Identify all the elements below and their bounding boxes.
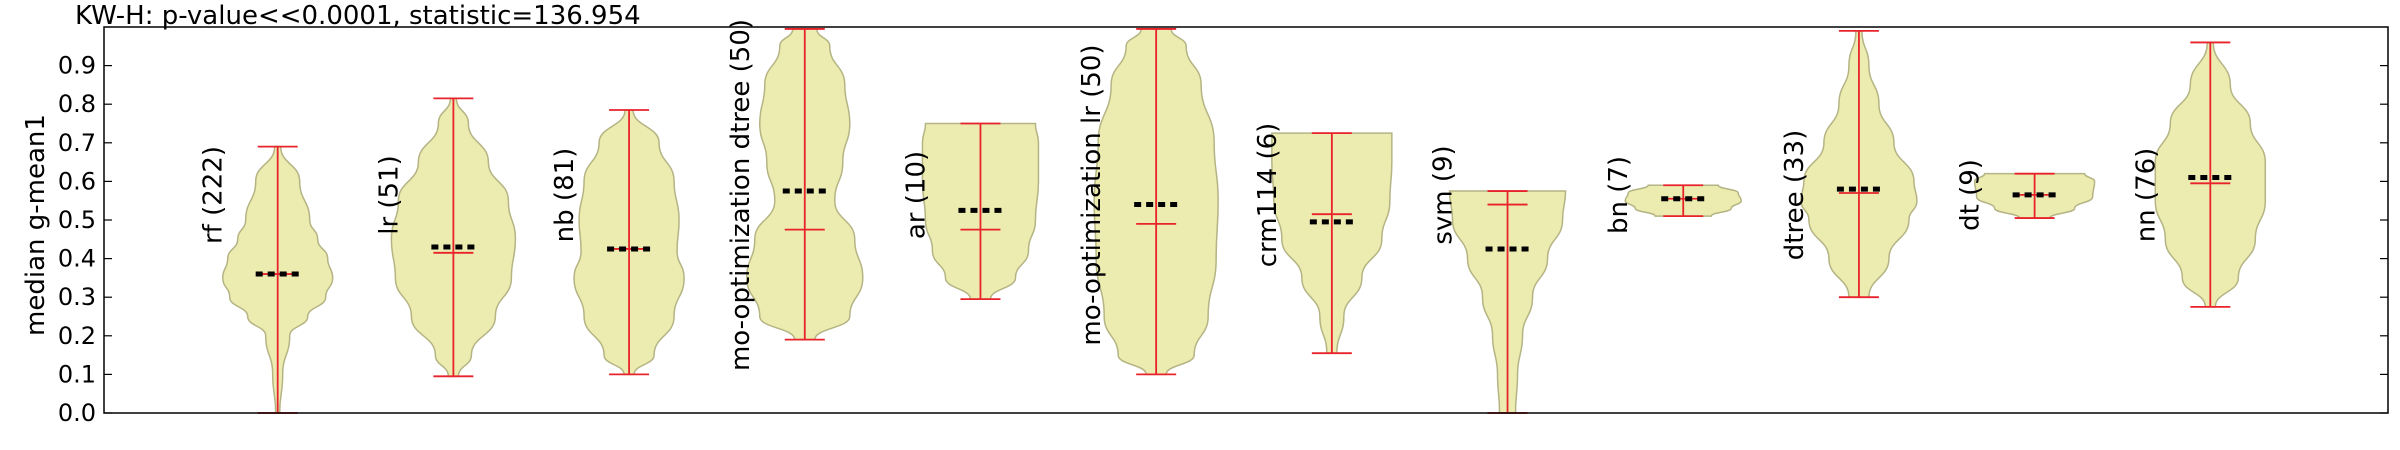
y-tick-label: 0.3 xyxy=(58,283,96,311)
y-tick-label: 0.1 xyxy=(58,360,96,388)
category-label: crm114 (6) xyxy=(1253,123,1283,268)
category-label: nb (81) xyxy=(550,148,580,243)
category-label: dtree (33) xyxy=(1780,130,1810,260)
chart-title: KW-H: p-value<<0.0001, statistic=136.954 xyxy=(75,1,641,31)
plot-frame xyxy=(103,26,2389,414)
category-label: mo-optimization dtree (50) xyxy=(726,19,756,371)
category-label: mo-optimization lr (50) xyxy=(1077,44,1107,345)
y-tick-label: 0.0 xyxy=(58,399,96,427)
category-label: lr (51) xyxy=(374,155,404,235)
y-axis-label: median g-mean1 xyxy=(21,114,51,336)
category-label: ar (10) xyxy=(901,151,931,239)
y-tick-label: 0.9 xyxy=(58,52,96,80)
y-tick-label: 0.7 xyxy=(58,129,96,157)
category-label: rf (222) xyxy=(199,146,229,244)
y-tick-label: 0.4 xyxy=(58,245,96,273)
plot-area: 0.0 0.1 0.2 0.3 0.4 0.5 0.6 0.7 0.8 0.9 rf (222) lr… xyxy=(58,19,2388,427)
category-label: bn (7) xyxy=(1604,156,1634,234)
category-label: svm (9) xyxy=(1429,145,1459,244)
y-tick-label: 0.8 xyxy=(58,90,96,118)
y-tick-label: 0.6 xyxy=(58,167,96,195)
y-tick-label: 0.5 xyxy=(58,206,96,234)
category-label: dt (9) xyxy=(1956,159,1986,231)
y-tick-label: 0.2 xyxy=(58,322,96,350)
category-label: nn (76) xyxy=(2131,148,2161,243)
